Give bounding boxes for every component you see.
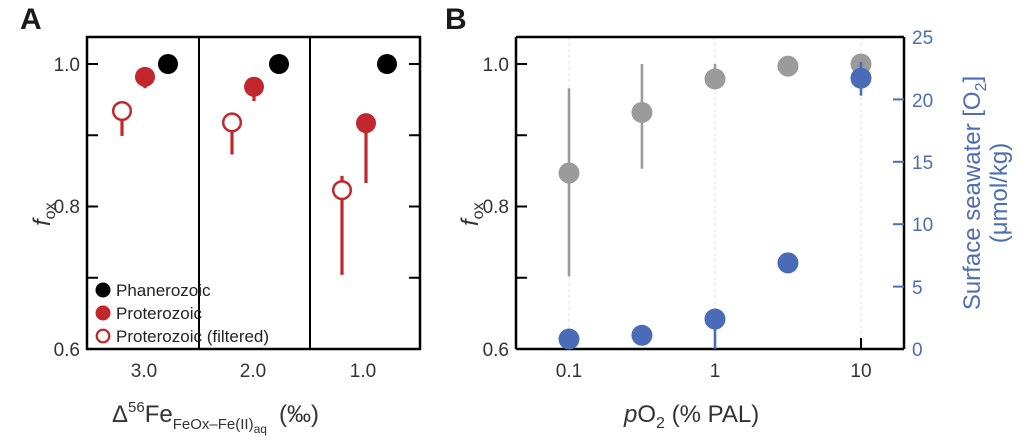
y2-tick-label: 10 xyxy=(912,215,933,236)
point-proterozoic-filtered xyxy=(111,100,133,122)
o2-point xyxy=(777,252,799,274)
legend-label: Proterozoic xyxy=(116,304,202,323)
x-group-label: 1.0 xyxy=(350,361,376,382)
x-group-label: 3.0 xyxy=(131,361,157,382)
point-proterozoic-filtered xyxy=(331,180,353,201)
o2-point xyxy=(704,308,726,330)
y-tick-label: 0.8 xyxy=(54,197,80,218)
legend-label: Phanerozoic xyxy=(116,281,211,300)
fox-point xyxy=(558,162,580,184)
y2-tick-label: 15 xyxy=(912,153,933,174)
point-proterozoic-filtered xyxy=(221,112,243,133)
svg-text:fox: fox xyxy=(457,202,487,226)
y-axis-label-b: fox xyxy=(457,202,487,226)
y-tick-label: 0.8 xyxy=(483,197,509,218)
y2-tick-label: 20 xyxy=(912,91,933,112)
legend-label: Proterozoic (filtered) xyxy=(116,327,269,346)
panel-label-a: A xyxy=(20,3,42,36)
y-axis-label-a: fox xyxy=(29,202,59,226)
panel-b: 1.0 0.8 0.6 0.1 1 10 0 5 10 15 20 25 fox… xyxy=(457,28,1013,432)
y-tick-label: 1.0 xyxy=(54,55,80,76)
legend-marker-phanerozoic xyxy=(95,282,111,298)
o2-point xyxy=(631,324,653,346)
svg-text:Surface seawater [O2]: Surface seawater [O2] xyxy=(959,76,990,310)
x-tick-label: 1 xyxy=(710,361,721,382)
point-proterozoic xyxy=(356,113,376,134)
y-tick-label: 0.6 xyxy=(483,340,509,361)
fox-point xyxy=(704,68,726,90)
y2-tick-label: 0 xyxy=(912,340,923,361)
x-tick-label: 0.1 xyxy=(556,361,582,382)
x-axis-label-b: pO2 (% PAL) xyxy=(623,401,759,432)
point-phanerozoic xyxy=(377,54,397,74)
svg-text:(μmol/kg): (μmol/kg) xyxy=(986,143,1013,244)
panel-a-frame xyxy=(85,35,422,351)
point-phanerozoic xyxy=(269,54,289,74)
point-phanerozoic xyxy=(158,54,178,74)
legend-marker-proterozoic-filtered xyxy=(95,328,111,344)
y2-tick-label: 5 xyxy=(912,278,923,299)
point-proterozoic xyxy=(244,76,264,97)
fox-point xyxy=(631,101,653,123)
y-tick-label: 0.6 xyxy=(54,340,80,361)
legend: Phanerozoic Proterozoic Proterozoic (fil… xyxy=(95,281,269,346)
legend-marker-proterozoic xyxy=(95,305,111,321)
panel-label-b: B xyxy=(445,3,467,36)
x-axis-label-a: Δ56FeFeOx–Fe(II)aq(‰) xyxy=(112,399,319,436)
x-tick-label: 10 xyxy=(850,361,871,382)
svg-text:fox: fox xyxy=(29,202,59,226)
x-group-label: 2.0 xyxy=(240,361,266,382)
fox-point xyxy=(777,55,799,77)
o2-point xyxy=(558,328,580,350)
o2-point xyxy=(850,67,872,89)
y2-tick-label: 25 xyxy=(912,28,933,49)
point-proterozoic xyxy=(135,66,155,87)
y2-axis-label: Surface seawater [O2] (μmol/kg) xyxy=(959,76,1013,310)
panel-a: 1.0 0.8 0.6 3.0 2.0 1.0 fox Δ56FeFeOx–Fe… xyxy=(29,35,422,436)
y-tick-label: 1.0 xyxy=(483,55,509,76)
